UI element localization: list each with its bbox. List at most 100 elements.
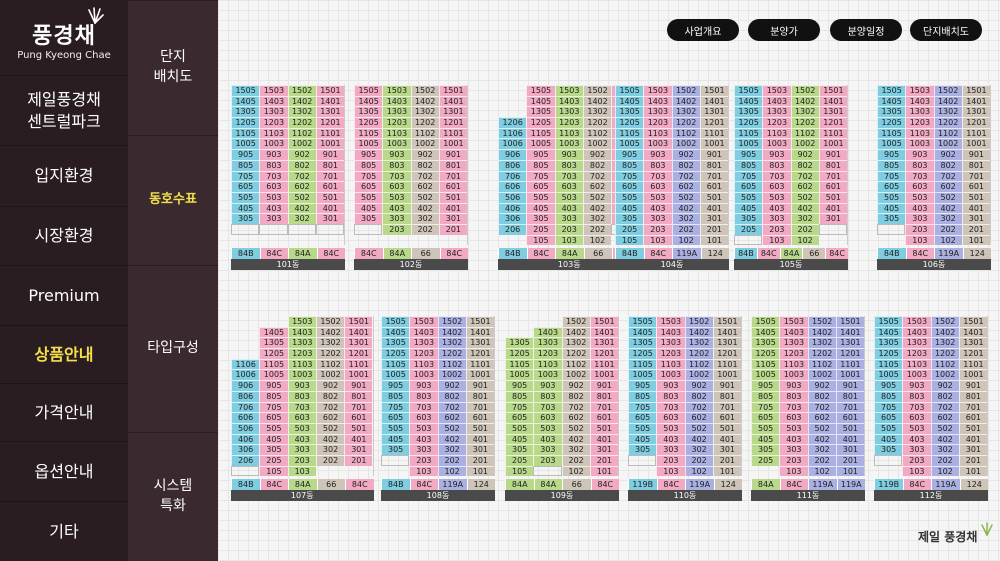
- unit-cell[interactable]: 901: [958, 380, 987, 391]
- unit-cell[interactable]: 202: [582, 223, 612, 235]
- unit-cell[interactable]: 1203: [533, 348, 562, 359]
- unit-cell[interactable]: 1003: [533, 369, 562, 381]
- unit-cell[interactable]: 1502: [790, 85, 819, 96]
- unit-cell[interactable]: 801: [961, 159, 990, 171]
- unit-cell[interactable]: 1203: [656, 348, 685, 359]
- unit-cell[interactable]: 1401: [818, 95, 847, 107]
- unit-cell[interactable]: 503: [905, 191, 934, 203]
- unit-cell[interactable]: 901: [589, 380, 618, 391]
- unit-cell[interactable]: 1202: [315, 348, 345, 359]
- unit-cell[interactable]: 601: [465, 412, 494, 423]
- unit-cell[interactable]: 1002: [684, 369, 713, 381]
- unit-cell[interactable]: 1405: [381, 326, 410, 338]
- unit-cell[interactable]: 1305: [381, 337, 410, 349]
- unit-cell[interactable]: 601: [712, 412, 741, 423]
- unit-cell[interactable]: 1403: [905, 95, 934, 107]
- unit-cell[interactable]: 901: [712, 380, 741, 391]
- unit-cell[interactable]: 102: [807, 465, 836, 477]
- unit-cell[interactable]: 502: [807, 422, 836, 434]
- unit-cell[interactable]: 202: [807, 454, 836, 466]
- unit-cell[interactable]: 1005: [751, 369, 780, 381]
- unit-cell[interactable]: 706: [231, 401, 260, 413]
- unit-cell[interactable]: 802: [933, 159, 962, 171]
- unit-cell[interactable]: 1001: [835, 369, 864, 381]
- unit-cell[interactable]: 1205: [751, 348, 780, 359]
- unit-cell[interactable]: 202: [315, 454, 345, 466]
- unit-cell[interactable]: 205: [526, 223, 555, 235]
- unit-cell[interactable]: 105: [526, 234, 555, 246]
- unit-cell[interactable]: 1405: [874, 326, 903, 338]
- unit-cell[interactable]: 602: [807, 412, 836, 423]
- unit-cell[interactable]: 1203: [259, 117, 288, 128]
- unit-cell[interactable]: 1202: [287, 117, 316, 128]
- unit-cell[interactable]: 1503: [656, 316, 685, 327]
- unit-cell[interactable]: 1403: [533, 326, 562, 338]
- unit-cell[interactable]: 1102: [287, 127, 316, 139]
- unit-cell[interactable]: 1201: [961, 117, 990, 128]
- unit-cell[interactable]: 1103: [762, 127, 791, 139]
- unit-cell[interactable]: 805: [526, 159, 555, 171]
- unit-cell[interactable]: 406: [498, 202, 527, 214]
- unit-cell[interactable]: 405: [231, 202, 260, 214]
- unit-cell[interactable]: 1101: [712, 358, 741, 370]
- unit-cell[interactable]: 1201: [344, 348, 373, 359]
- unit-cell[interactable]: 505: [877, 191, 906, 203]
- unit-cell[interactable]: 1002: [807, 369, 836, 381]
- unit-cell[interactable]: 1005: [354, 138, 383, 150]
- unit-cell[interactable]: 803: [643, 159, 672, 171]
- unit-cell[interactable]: 1202: [437, 348, 466, 359]
- unit-cell[interactable]: 1101: [344, 358, 373, 370]
- unit-cell[interactable]: 1205: [874, 348, 903, 359]
- unit-cell[interactable]: 901: [961, 149, 990, 160]
- menu-item-7[interactable]: 기타: [0, 501, 128, 561]
- unit-cell[interactable]: 1302: [790, 106, 819, 118]
- unit-cell[interactable]: 103: [905, 234, 934, 246]
- unit-cell[interactable]: 905: [354, 149, 383, 160]
- unit-cell[interactable]: 602: [671, 181, 700, 192]
- unit-cell[interactable]: 1102: [807, 358, 836, 370]
- unit-cell[interactable]: 902: [790, 149, 819, 160]
- unit-cell[interactable]: 203: [382, 223, 411, 235]
- unit-cell[interactable]: 102: [671, 234, 700, 246]
- unit-cell[interactable]: 1302: [684, 337, 713, 349]
- unit-cell[interactable]: 1301: [958, 337, 987, 349]
- unit-cell[interactable]: 1203: [643, 117, 672, 128]
- unit-cell[interactable]: 1102: [933, 127, 962, 139]
- unit-cell[interactable]: 403: [902, 433, 931, 445]
- unit-cell[interactable]: 403: [643, 202, 672, 214]
- unit-cell[interactable]: 1303: [643, 106, 672, 118]
- unit-cell[interactable]: 1305: [526, 106, 555, 118]
- unit-cell[interactable]: 103: [656, 465, 685, 477]
- unit-cell[interactable]: 203: [905, 223, 934, 235]
- unit-cell[interactable]: 203: [902, 454, 931, 466]
- unit-cell[interactable]: 1206: [498, 117, 527, 128]
- unit-cell[interactable]: 1201: [958, 348, 987, 359]
- unit-cell[interactable]: 1006: [231, 369, 260, 381]
- unit-cell[interactable]: 1201: [589, 348, 618, 359]
- unit-cell[interactable]: 501: [315, 191, 344, 203]
- unit-cell[interactable]: 302: [582, 213, 612, 224]
- unit-cell[interactable]: 405: [751, 433, 780, 445]
- unit-cell[interactable]: 1505: [874, 316, 903, 327]
- unit-cell[interactable]: 1305: [734, 106, 763, 118]
- unit-cell[interactable]: 603: [259, 181, 288, 192]
- unit-cell[interactable]: 1302: [287, 106, 316, 118]
- unit-cell[interactable]: 402: [933, 202, 962, 214]
- unit-cell[interactable]: 506: [231, 422, 260, 434]
- unit-cell[interactable]: 502: [790, 191, 819, 203]
- unit-cell[interactable]: 902: [930, 380, 959, 391]
- unit-cell[interactable]: 503: [554, 191, 583, 203]
- unit-cell[interactable]: 503: [779, 422, 808, 434]
- unit-cell[interactable]: 305: [734, 213, 763, 224]
- unit-cell[interactable]: 202: [671, 223, 700, 235]
- unit-cell[interactable]: 1202: [790, 117, 819, 128]
- unit-cell[interactable]: 201: [958, 454, 987, 466]
- unit-cell[interactable]: 1203: [409, 348, 438, 359]
- unit-cell[interactable]: 403: [382, 202, 411, 214]
- unit-cell[interactable]: 103: [779, 465, 808, 477]
- unit-cell[interactable]: 303: [554, 213, 583, 224]
- unit-cell[interactable]: 102: [684, 465, 713, 477]
- unit-cell[interactable]: 1305: [874, 337, 903, 349]
- unit-cell[interactable]: 1205: [259, 348, 288, 359]
- unit-cell[interactable]: 1003: [905, 138, 934, 150]
